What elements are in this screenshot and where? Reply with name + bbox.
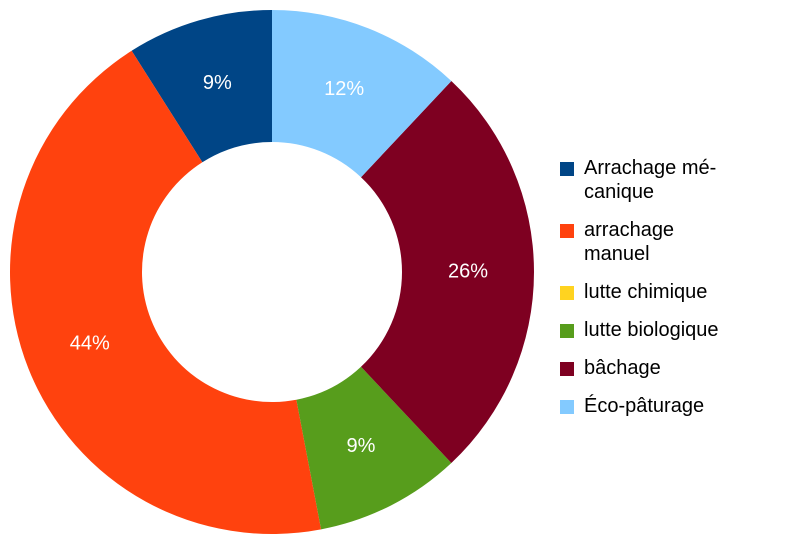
value-label: 44%: [70, 332, 110, 354]
legend-swatch: [560, 286, 574, 300]
legend-item: Éco-pâturage: [560, 394, 730, 418]
legend-item: arrachage manuel: [560, 218, 730, 266]
legend-swatch: [560, 224, 574, 238]
legend-label: arrachage manuel: [584, 219, 675, 265]
donut-slice: [360, 81, 535, 463]
legend-label: Arrachage mé­canique: [584, 157, 717, 203]
value-label: 9%: [203, 72, 232, 94]
legend-swatch: [560, 162, 574, 176]
legend-swatch: [560, 362, 574, 376]
donut-slice: [272, 10, 452, 178]
legend-item: lutte chimique: [560, 280, 730, 304]
legend-label: Éco-pâturage: [584, 395, 705, 417]
value-label: 26%: [448, 260, 488, 282]
legend: Arrachage mé­canique arrachage manuel lutt…: [560, 156, 730, 432]
legend-label: bâchage: [584, 357, 661, 379]
donut-slice: [296, 366, 452, 530]
donut-slice: [10, 50, 322, 535]
legend-label: lutte biologique: [584, 319, 719, 341]
donut-slice: [131, 10, 272, 163]
legend-item: Arrachage mé­canique: [560, 156, 730, 204]
legend-item: bâchage: [560, 356, 730, 380]
value-label: 12%: [324, 78, 364, 100]
legend-label: lutte chimique: [584, 281, 708, 303]
legend-item: lutte biologique: [560, 318, 730, 342]
legend-swatch: [560, 400, 574, 414]
value-label: 9%: [347, 435, 376, 457]
legend-swatch: [560, 324, 574, 338]
